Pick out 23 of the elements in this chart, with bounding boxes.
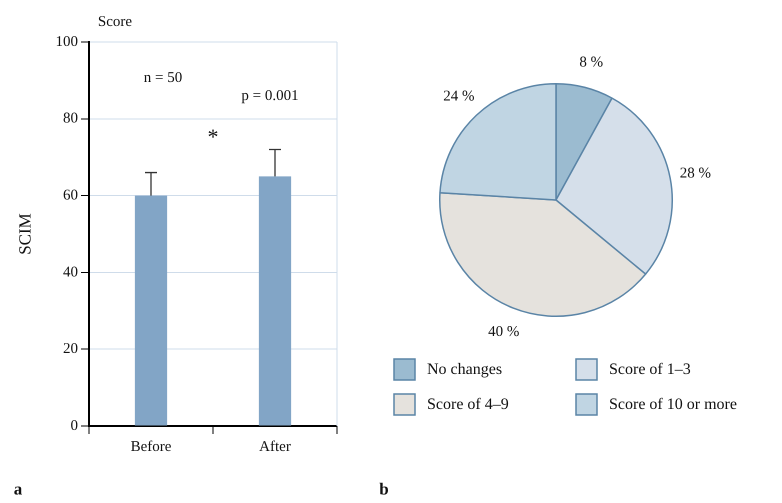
annotation: n = 50: [144, 70, 182, 86]
legend-label: Score of 1–3: [609, 361, 691, 378]
x-tick-label: After: [259, 438, 291, 455]
data-label: 40 %: [488, 324, 520, 340]
data-label: 24 %: [443, 88, 475, 105]
y-tick-label: 60: [63, 188, 78, 204]
y-tick-label: 20: [63, 341, 78, 358]
y-axis-title: SCIM: [16, 213, 35, 255]
text: a: [14, 479, 23, 498]
text: b: [379, 479, 389, 498]
data-label: 8 %: [579, 54, 604, 71]
y-tick-label: 40: [63, 264, 78, 280]
text: Score: [98, 14, 132, 30]
x-tick-label: Before: [130, 438, 172, 455]
legend-label: Score of 10 or more: [609, 396, 737, 414]
y-tick-label: 100: [56, 34, 78, 50]
legend-label: Score of 4–9: [427, 396, 509, 414]
annotation: p = 0.001: [241, 88, 299, 104]
data-label: 28 %: [680, 165, 711, 182]
annotation: *: [208, 124, 218, 149]
y-tick-label: 0: [70, 418, 78, 434]
legend-label: No changes: [427, 361, 502, 378]
y-tick-label: 80: [63, 110, 78, 127]
